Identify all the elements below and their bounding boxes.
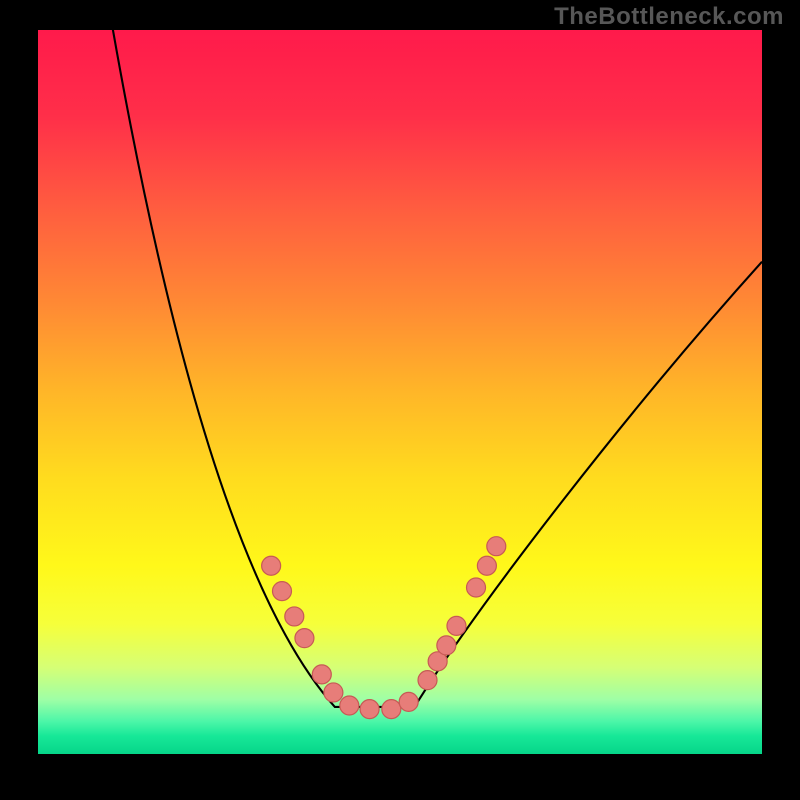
watermark-text: TheBottleneck.com: [554, 3, 784, 31]
data-dot: [262, 556, 281, 575]
data-dot: [447, 616, 466, 635]
data-dot: [340, 696, 359, 715]
plot-area: [38, 30, 762, 754]
data-dot: [487, 537, 506, 556]
data-dot: [382, 700, 401, 719]
data-dot: [295, 629, 314, 648]
data-dot: [477, 556, 496, 575]
data-dot: [312, 665, 331, 684]
data-dot: [437, 636, 456, 655]
data-dot: [399, 692, 418, 711]
data-dot: [285, 607, 304, 626]
data-dot: [418, 671, 437, 690]
plot-svg: [38, 30, 762, 754]
data-dot: [272, 582, 291, 601]
data-dot: [324, 683, 343, 702]
data-dot: [360, 700, 379, 719]
gradient-background: [38, 30, 762, 754]
data-dot: [467, 578, 486, 597]
chart-frame: TheBottleneck.com: [0, 0, 800, 800]
